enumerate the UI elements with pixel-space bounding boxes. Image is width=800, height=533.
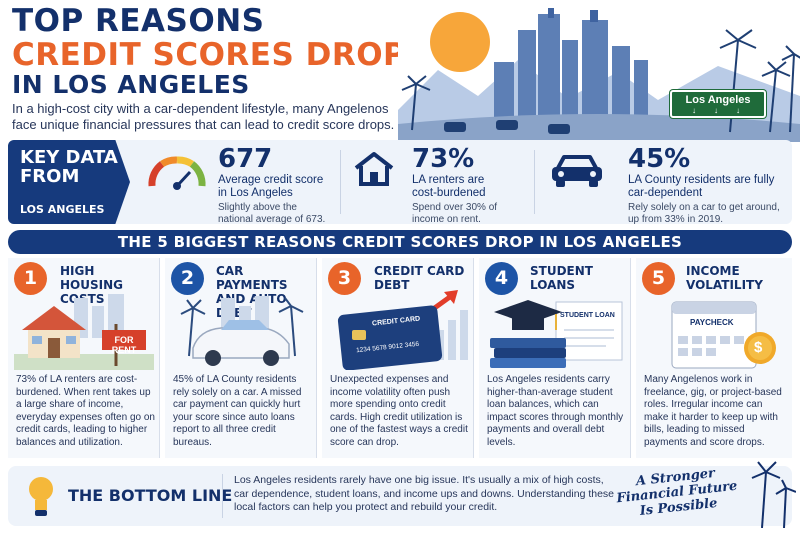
- car-illustration: [180, 296, 304, 366]
- los-angeles-road-sign: Los Angeles ↓↓↓: [670, 90, 766, 118]
- car-icon: [552, 155, 602, 187]
- graduation-cap-icon: [494, 300, 562, 324]
- reason-body-1: 73% of LA renters are cost-burdened. Whe…: [16, 374, 155, 448]
- palm-trees-icon: [751, 461, 796, 528]
- key-data-subheading: LOS ANGELES: [20, 203, 105, 216]
- reason-title-1: HIGH HOUSING COSTS: [60, 264, 123, 306]
- divider: [222, 474, 223, 518]
- reason-body-2: 45% of LA County residents rely solely o…: [173, 374, 302, 448]
- house-for-rent-illustration: [14, 294, 154, 370]
- student-loan-doc-label: STUDENT LOAN: [560, 312, 615, 319]
- bottom-line-title: THE BOTTOM LINE: [68, 486, 233, 505]
- divider: [534, 150, 535, 214]
- reason-title-5: INCOME VOLATILITY: [686, 264, 763, 292]
- bottom-line-body: Los Angeles residents rarely have one bi…: [234, 474, 615, 513]
- reason-number-1: 1: [14, 262, 47, 295]
- arrow-down-icon: ↓↓↓: [692, 106, 758, 115]
- divider: [340, 150, 341, 214]
- reason-number-2: 2: [171, 262, 204, 295]
- reason-number-4: 4: [485, 262, 518, 295]
- stat-car-note: Rely solely on a car to get around, up f…: [628, 202, 780, 225]
- reason-title-3: CREDIT CARD DEBT: [374, 264, 465, 292]
- reason-number-5: 5: [642, 262, 675, 295]
- intro-text: In a high-cost city with a car-dependent…: [12, 101, 395, 132]
- reason-body-4: Los Angeles residents carry higher-than-…: [487, 374, 624, 448]
- sun-icon: [430, 12, 490, 72]
- stat-renters-value: 73%: [412, 144, 475, 174]
- paycheck-calendar-illustration: [671, 301, 776, 369]
- stat-credit-score-label: Average credit score in Los Angeles: [218, 174, 324, 199]
- stat-car-label: LA County residents are fully car-depend…: [628, 174, 775, 199]
- paycheck-label: PAYCHECK: [690, 318, 734, 327]
- key-data-label-box: [8, 140, 130, 224]
- stat-renters-label: LA renters are cost-burdened: [412, 174, 486, 199]
- bottom-line-panel: [8, 466, 792, 526]
- reason-body-3: Unexpected expenses and income volatilit…: [330, 374, 468, 448]
- key-data-heading: KEY DATA FROM: [20, 147, 118, 187]
- reason-body-5: Many Angelenos work in freelance, gig, o…: [644, 374, 782, 448]
- speedometer-icon: [148, 156, 206, 190]
- lightbulb-icon: [29, 477, 53, 516]
- palm-tree-icon: [180, 297, 304, 357]
- dollar-icon: $: [754, 339, 763, 356]
- reason-title-4: STUDENT LOANS: [530, 264, 593, 292]
- house-icon: [354, 152, 394, 186]
- skyline-illustration: [398, 0, 800, 142]
- title-line-1: TOP REASONS: [12, 3, 265, 39]
- key-data-panel: [8, 140, 792, 224]
- sign-label: Los Angeles: [685, 94, 751, 106]
- credit-card-illustration: [337, 290, 468, 370]
- student-loan-illustration: [490, 300, 623, 368]
- stat-credit-score-note: Slightly above the national average of 6…: [218, 202, 326, 225]
- for-rent-sign-text: FOR RENT: [111, 335, 137, 355]
- stat-credit-score-value: 677: [218, 144, 273, 174]
- reason-number-3: 3: [328, 262, 361, 295]
- stat-renters-note: Spend over 30% of income on rent.: [412, 202, 498, 225]
- title-line-2: CREDIT SCORES DROP: [12, 37, 407, 73]
- stat-car-value: 45%: [628, 144, 691, 174]
- title-line-3: IN LOS ANGELES: [12, 70, 250, 99]
- reasons-banner: THE 5 BIGGEST REASONS CREDIT SCORES DROP…: [8, 230, 792, 254]
